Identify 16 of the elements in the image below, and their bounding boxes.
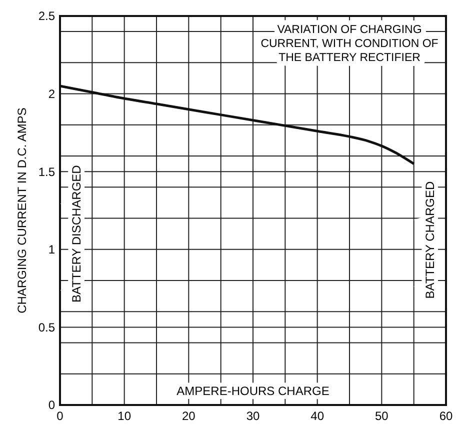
annotation: BATTERY CHARGED [423, 181, 438, 299]
x-tick-label: 60 [439, 409, 453, 423]
y-tick-label: 0.5 [38, 320, 56, 334]
y-tick-label: 2.5 [38, 9, 56, 24]
y-tick-label: 0 [48, 398, 56, 412]
x-tick-label: 10 [118, 409, 132, 423]
y-tick-label: 1.5 [38, 164, 56, 179]
x-tick-label: 0 [56, 409, 64, 423]
x-tick-label: 20 [182, 409, 196, 423]
y-tick-label: 1 [48, 242, 56, 257]
x-tick-label: 30 [246, 409, 260, 423]
y-tick-label: 2 [48, 87, 56, 101]
x-tick-label: 40 [310, 409, 324, 423]
y-axis-title: CHARGING CURRENT IN D.C. AMPS [15, 108, 29, 314]
x-tick-label: 50 [374, 409, 389, 423]
annotation: BATTERY DISCHARGED [69, 164, 84, 303]
